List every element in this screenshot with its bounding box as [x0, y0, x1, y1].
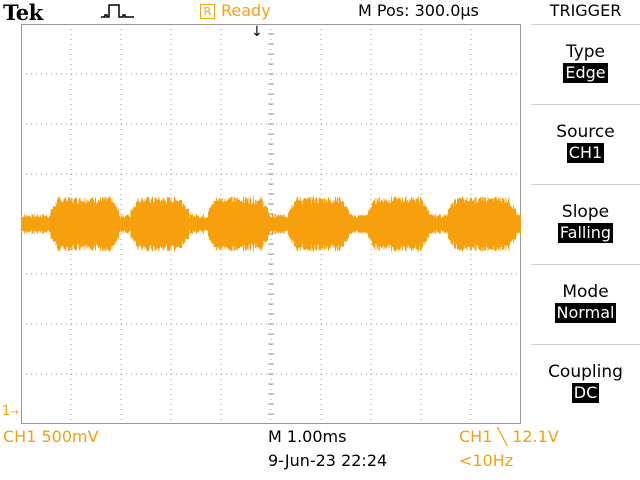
menu-item-value: CH1 — [566, 143, 605, 163]
ch1-ground-marker: 1→ — [2, 404, 19, 419]
top-status-bar: Tek R Ready M Pos: 300.0µs — [0, 0, 530, 25]
timebase-readout: M 1.00ms — [268, 427, 347, 446]
menu-item-mode[interactable]: Mode Normal — [531, 265, 640, 345]
menu-item-value: DC — [571, 383, 600, 403]
menu-divider — [531, 264, 640, 265]
trigger-menu: TRIGGER Type Edge Source CH1 Slope Falli… — [531, 0, 640, 480]
datetime-readout: 9-Jun-23 22:24 — [268, 451, 388, 470]
menu-item-source[interactable]: Source CH1 — [531, 105, 640, 185]
menu-title: TRIGGER — [549, 1, 622, 20]
menu-item-label: Source — [556, 122, 615, 142]
menu-item-label: Coupling — [548, 362, 623, 382]
brand-logo: Tek — [3, 0, 43, 25]
run-status-badge: R — [200, 4, 215, 19]
trigger-readout: CH1 ╲ 12.1V — [459, 427, 559, 446]
frequency-readout: <10Hz — [459, 451, 514, 470]
menu-divider — [531, 344, 640, 345]
menu-item-type[interactable]: Type Edge — [531, 25, 640, 105]
menu-item-value: Falling — [557, 223, 614, 243]
ch1-scale-readout: CH1 500mV — [3, 427, 99, 446]
trigger-position-marker-icon: ↓ — [251, 24, 263, 40]
status-text: Ready — [221, 1, 271, 20]
menu-divider — [531, 184, 640, 185]
waveform-display[interactable] — [21, 24, 521, 424]
trigger-level-marker-icon — [512, 214, 521, 226]
menu-item-coupling[interactable]: Coupling DC — [531, 345, 640, 425]
menu-divider — [531, 24, 640, 25]
menu-item-value: Normal — [554, 303, 617, 323]
acquisition-status: R Ready — [200, 1, 271, 20]
menu-item-value: Edge — [563, 63, 608, 83]
menu-item-label: Slope — [561, 202, 610, 222]
menu-item-label: Type — [565, 42, 606, 62]
acquisition-pulse-icon — [101, 4, 134, 18]
menu-item-slope[interactable]: Slope Falling — [531, 185, 640, 265]
ch1-waveform-trace — [21, 196, 521, 252]
menu-item-label: Mode — [562, 282, 609, 302]
menu-divider — [531, 104, 640, 105]
horizontal-position-readout: M Pos: 300.0µs — [358, 1, 479, 20]
